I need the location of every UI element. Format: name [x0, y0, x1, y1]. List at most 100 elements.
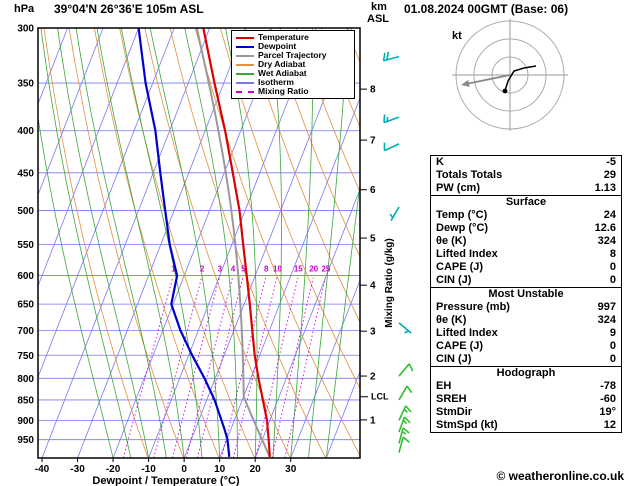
svg-text:30: 30 — [285, 464, 297, 475]
stat-value: 324 — [597, 314, 616, 326]
svg-text:4: 4 — [370, 281, 376, 292]
svg-text:2: 2 — [370, 372, 376, 383]
stat-row: Temp (°C) 24 — [431, 209, 621, 222]
indices-section: K -5 Totals Totals 29 PW (cm) 1.13 — [430, 155, 622, 196]
wind-barb — [398, 405, 412, 421]
stat-row: K -5 — [431, 156, 621, 169]
section-header: Hodograph — [496, 367, 556, 379]
stat-row: PW (cm) 1.13 — [431, 182, 621, 195]
stat-row: EH -78 — [431, 380, 621, 393]
pressure-axis-labels: 300 350 400 450 500 550 600 650 700 750 800 850 900 9… — [17, 24, 34, 447]
stat-row: Lifted Index 9 — [431, 327, 621, 340]
svg-text:750: 750 — [17, 351, 34, 362]
stat-value: 997 — [597, 301, 616, 313]
legend-item: Parcel Trajectory — [236, 51, 350, 60]
dry-adiabat-line-swatch — [236, 63, 254, 66]
svg-text:-20: -20 — [106, 464, 121, 475]
parcel-line-swatch — [236, 54, 254, 57]
svg-text:950: 950 — [17, 435, 34, 446]
km-axis: 1 2 3 4 5 6 7 8 — [360, 85, 376, 426]
svg-text:20: 20 — [250, 464, 262, 475]
wind-barb — [383, 114, 400, 124]
svg-text:700: 700 — [17, 326, 34, 337]
svg-text:15: 15 — [294, 265, 303, 274]
datetime-label: 01.08.2024 00GMT (Base: 06) — [404, 2, 569, 16]
wet-adiabat-line-swatch — [236, 72, 254, 75]
svg-text:8: 8 — [264, 265, 269, 274]
svg-text:-10: -10 — [141, 464, 156, 475]
stat-row: SREH -60 — [431, 393, 621, 406]
stat-label: SREH — [436, 393, 467, 405]
storm-motion-arrowhead — [461, 79, 470, 87]
stat-value: 1.13 — [594, 182, 616, 194]
svg-text:0: 0 — [181, 464, 187, 475]
stat-row: CIN (J) 0 — [431, 353, 621, 366]
svg-text:400: 400 — [17, 126, 34, 137]
svg-text:1: 1 — [370, 415, 376, 426]
svg-text:2: 2 — [200, 265, 205, 274]
surface-section: Surface Temp (°C) 24 Dewp (°C) 12.6 θe (K)… — [430, 195, 622, 288]
wind-barb — [398, 385, 413, 401]
stat-row: Pressure (mb) 997 — [431, 301, 621, 314]
stat-value: 9 — [609, 327, 616, 339]
stat-row: CAPE (J) 0 — [431, 340, 621, 353]
stat-label: CIN (J) — [436, 274, 472, 286]
stat-label: CIN (J) — [436, 353, 472, 365]
wind-barb — [398, 427, 410, 444]
svg-text:5: 5 — [241, 265, 246, 274]
stat-value: 24 — [603, 209, 616, 221]
wind-barb — [398, 363, 414, 377]
grid: 1 2 3 4 5 8 10 15 20 25 — [38, 28, 360, 458]
svg-text:4: 4 — [231, 265, 236, 274]
hodograph-surface-dot — [502, 88, 508, 94]
mixing-ratio-axis-label: Mixing Ratio (g/kg) — [384, 238, 395, 327]
svg-text:900: 900 — [17, 416, 34, 427]
hodograph-wind-trace — [504, 65, 537, 92]
svg-text:550: 550 — [17, 240, 34, 251]
svg-text:3: 3 — [370, 327, 376, 338]
svg-text:350: 350 — [17, 79, 34, 90]
wind-barb — [383, 142, 400, 152]
stat-label: CAPE (J) — [436, 261, 484, 273]
stat-value: 0 — [609, 261, 616, 273]
stat-value: 0 — [609, 353, 616, 365]
stat-value: 0 — [609, 340, 616, 352]
stat-label: Lifted Index — [436, 327, 498, 339]
stat-label: PW (cm) — [436, 182, 480, 194]
stat-value: 0 — [609, 274, 616, 286]
x-axis-title: Dewpoint / Temperature (°C) — [92, 475, 240, 486]
svg-text:600: 600 — [17, 271, 34, 282]
stat-label: Totals Totals — [436, 169, 503, 181]
stat-row: CAPE (J) 0 — [431, 261, 621, 274]
svg-text:6: 6 — [370, 185, 376, 196]
stat-value: 12.6 — [594, 222, 616, 234]
section-header: Surface — [505, 196, 547, 208]
stat-label: θe (K) — [436, 235, 467, 247]
stat-value: 324 — [597, 235, 616, 247]
svg-text:650: 650 — [17, 300, 34, 311]
stat-value: -60 — [600, 393, 616, 405]
svg-text:850: 850 — [17, 395, 34, 406]
svg-text:3: 3 — [218, 265, 223, 274]
legend-label: Dry Adiabat — [258, 59, 306, 69]
stat-value: -5 — [606, 156, 616, 168]
temperature-line — [202, 28, 271, 457]
stat-row: CIN (J) 0 — [431, 274, 621, 287]
storm-motion-vector — [465, 74, 511, 85]
altitude-unit-asl-label: ASL — [367, 13, 389, 25]
stat-label: CAPE (J) — [436, 340, 484, 352]
svg-text:-30: -30 — [70, 464, 85, 475]
svg-text:25: 25 — [321, 265, 330, 274]
wind-barb — [398, 322, 412, 334]
temperature-axis: -40 -30 -20 -10 0 10 20 30 — [35, 458, 297, 475]
wind-barb — [398, 416, 411, 433]
stat-label: Temp (°C) — [436, 209, 488, 221]
stat-label: Dewp (°C) — [436, 222, 489, 234]
copyright-notice: © weatheronline.co.uk — [496, 469, 624, 483]
dry-adiabat-lines — [43, 28, 360, 458]
wind-barb — [382, 51, 400, 62]
legend-item: Dry Adiabat — [236, 60, 350, 69]
stat-value: 8 — [609, 248, 616, 260]
dewpoint-line — [137, 28, 231, 458]
parcel-trajectory-line — [195, 28, 271, 458]
